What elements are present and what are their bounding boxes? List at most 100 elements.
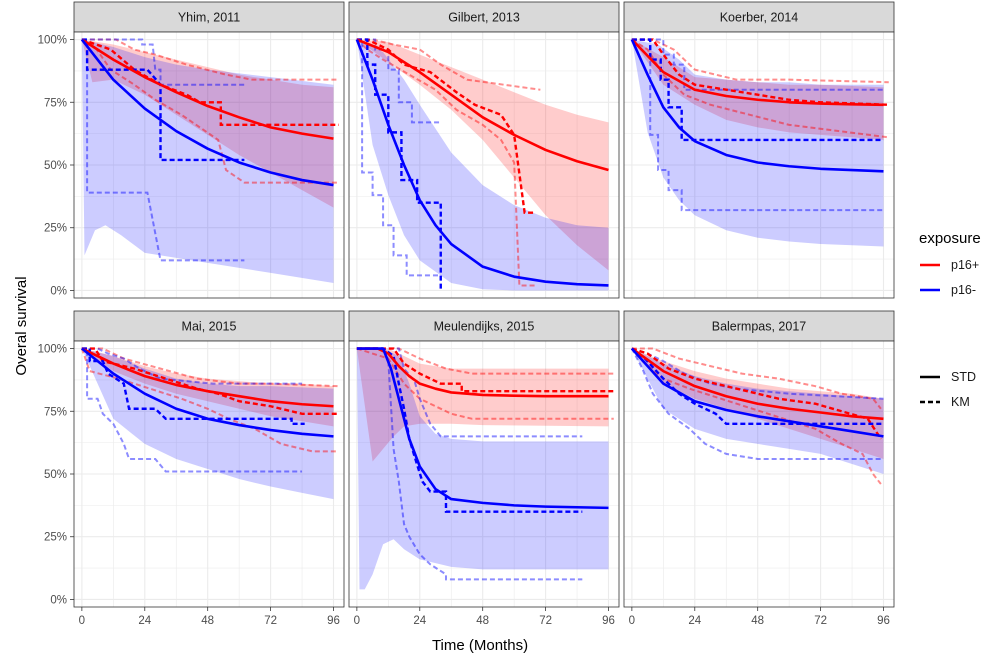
km-line-p16-minus [631,38,884,142]
panel-data-koerber-2014 [630,38,889,247]
panel-koerber-2014: Koerber, 2014 [623,1,895,299]
y-axis-title: Overal survival [13,276,30,375]
std-line-p16-minus [81,347,334,438]
panel-mai-2015: Mai, 2015 0% 25% 50% 75% 100% 0 24 48 72 96 [38,310,345,627]
ci-band-p16-plus [81,39,334,208]
y-tick-label: 75% [44,97,67,109]
legend-item-km: KM [920,395,970,409]
panel-border-koerber-2014 [623,31,895,299]
km-ci-line-p16-minus [631,38,884,91]
panel-data-meulendijks-2015 [356,347,614,590]
std-line-p16-plus [631,347,884,421]
km-ci-line-p16-minus [81,38,245,86]
legend: exposure p16+ p16- STD KM [919,230,981,409]
km-ci-line-p16-plus [356,38,541,91]
std-line-p16-minus [356,347,609,510]
panel-title-mai-2015: Mai, 2015 [182,320,237,334]
legend-item-p16-minus: p16- [920,283,976,297]
ci-band-p16-minus [81,348,334,500]
legend-title: exposure [919,230,981,247]
km-ci-line-p16-plus [631,347,882,485]
panel-title-balermpas-2017: Balermpas, 2017 [712,320,807,334]
y-tick-label: 0% [50,285,67,297]
legend-item-p16-plus: p16+ [920,258,979,272]
km-ci-line-p16-minus [356,347,583,581]
km-ci-line-p16-minus [81,347,303,385]
ci-band-p16-minus [356,348,609,590]
std-line-p16-plus [81,38,334,140]
panel-title-meulendijks-2015: Meulendijks, 2015 [434,320,535,334]
ci-band-p16-plus [356,39,609,271]
x-tick-label: 24 [138,615,151,627]
panel-strip-yhim-2011 [73,1,345,33]
x-tick-label: 48 [201,615,214,627]
x-tick-label: 72 [814,615,827,627]
y-tick-label: 25% [44,223,67,235]
km-ci-line-p16-plus [80,348,339,453]
km-line-p16-plus [631,347,882,440]
km-line-p16-minus [81,347,305,426]
ci-band-p16-minus [631,348,884,474]
panel-border-gilbert-2013 [348,31,620,299]
panel-data-yhim-2011 [80,38,339,283]
panel-yhim-2011: Yhim, 2011 0% 25% 50% 75% 100% [38,1,345,299]
km-ci-line-p16-minus [356,38,441,277]
panel-strip-gilbert-2013 [348,1,620,33]
km-line-p16-minus [631,347,884,426]
std-line-p16-plus [81,347,334,408]
legend-label-std: STD [951,370,976,384]
km-ci-line-p16-plus [631,38,889,139]
panel-data-gilbert-2013 [355,38,609,291]
x-tick-label: 0 [629,615,635,627]
km-ci-line-p16-plus [81,347,339,388]
panel-border-meulendijks-2015 [348,340,620,608]
panel-title-gilbert-2013: Gilbert, 2013 [448,11,520,25]
y-tick-label: 0% [50,594,67,606]
panel-border-balermpas-2017 [623,340,895,608]
x-tick-label: 72 [539,615,552,627]
panels-layer: Yhim, 2011 0% 25% 50% 75% 100% Gilbert, 2013 Ko… [38,1,895,627]
ci-band-p16-minus [631,39,884,247]
std-line-p16-minus [630,347,884,438]
y-tick-label: 50% [44,469,67,481]
panel-gilbert-2013: Gilbert, 2013 [348,1,620,299]
x-tick-label: 48 [476,615,489,627]
std-line-p16-minus [630,38,884,173]
x-tick-label: 24 [688,615,701,627]
ci-band-p16-plus [356,348,609,462]
km-ci-line-p16-plus [81,38,339,81]
panel-strip-balermpas-2017 [623,310,895,342]
km-line-p16-plus [356,347,614,393]
panel-data-balermpas-2017 [630,347,884,485]
std-line-p16-minus [80,38,334,187]
km-line-p16-plus [81,347,339,415]
ci-band-p16-minus [356,39,609,291]
panel-strip-mai-2015 [73,310,345,342]
km-line-p16-plus [631,38,889,106]
km-line-p16-plus [81,38,339,127]
x-tick-label: 96 [327,615,340,627]
x-tick-label: 0 [354,615,360,627]
panel-meulendijks-2015: Meulendijks, 2015 0 24 48 72 96 [348,310,620,627]
km-ci-line-p16-plus [81,38,339,184]
y-tick-label: 75% [44,406,67,418]
km-ci-line-p16-plus [631,347,882,410]
legend-label-p16-plus: p16+ [951,258,979,272]
y-tick-label: 25% [44,532,67,544]
panel-balermpas-2017: Balermpas, 2017 0 24 48 72 96 [623,310,895,627]
km-ci-line-p16-plus [356,38,536,287]
std-line-p16-minus [355,39,609,287]
std-line-p16-plus [356,347,609,398]
std-line-p16-plus [630,38,884,107]
x-tick-label: 96 [877,615,890,627]
panel-title-yhim-2011: Yhim, 2011 [178,11,240,25]
x-tick-label: 0 [79,615,85,627]
km-line-p16-plus [356,38,536,214]
legend-item-std: STD [920,370,976,384]
std-line-p16-plus [356,38,609,172]
x-tick-label: 72 [264,615,277,627]
legend-label-km: KM [951,395,970,409]
km-ci-line-p16-minus [631,38,884,212]
y-tick-label: 100% [38,35,67,47]
